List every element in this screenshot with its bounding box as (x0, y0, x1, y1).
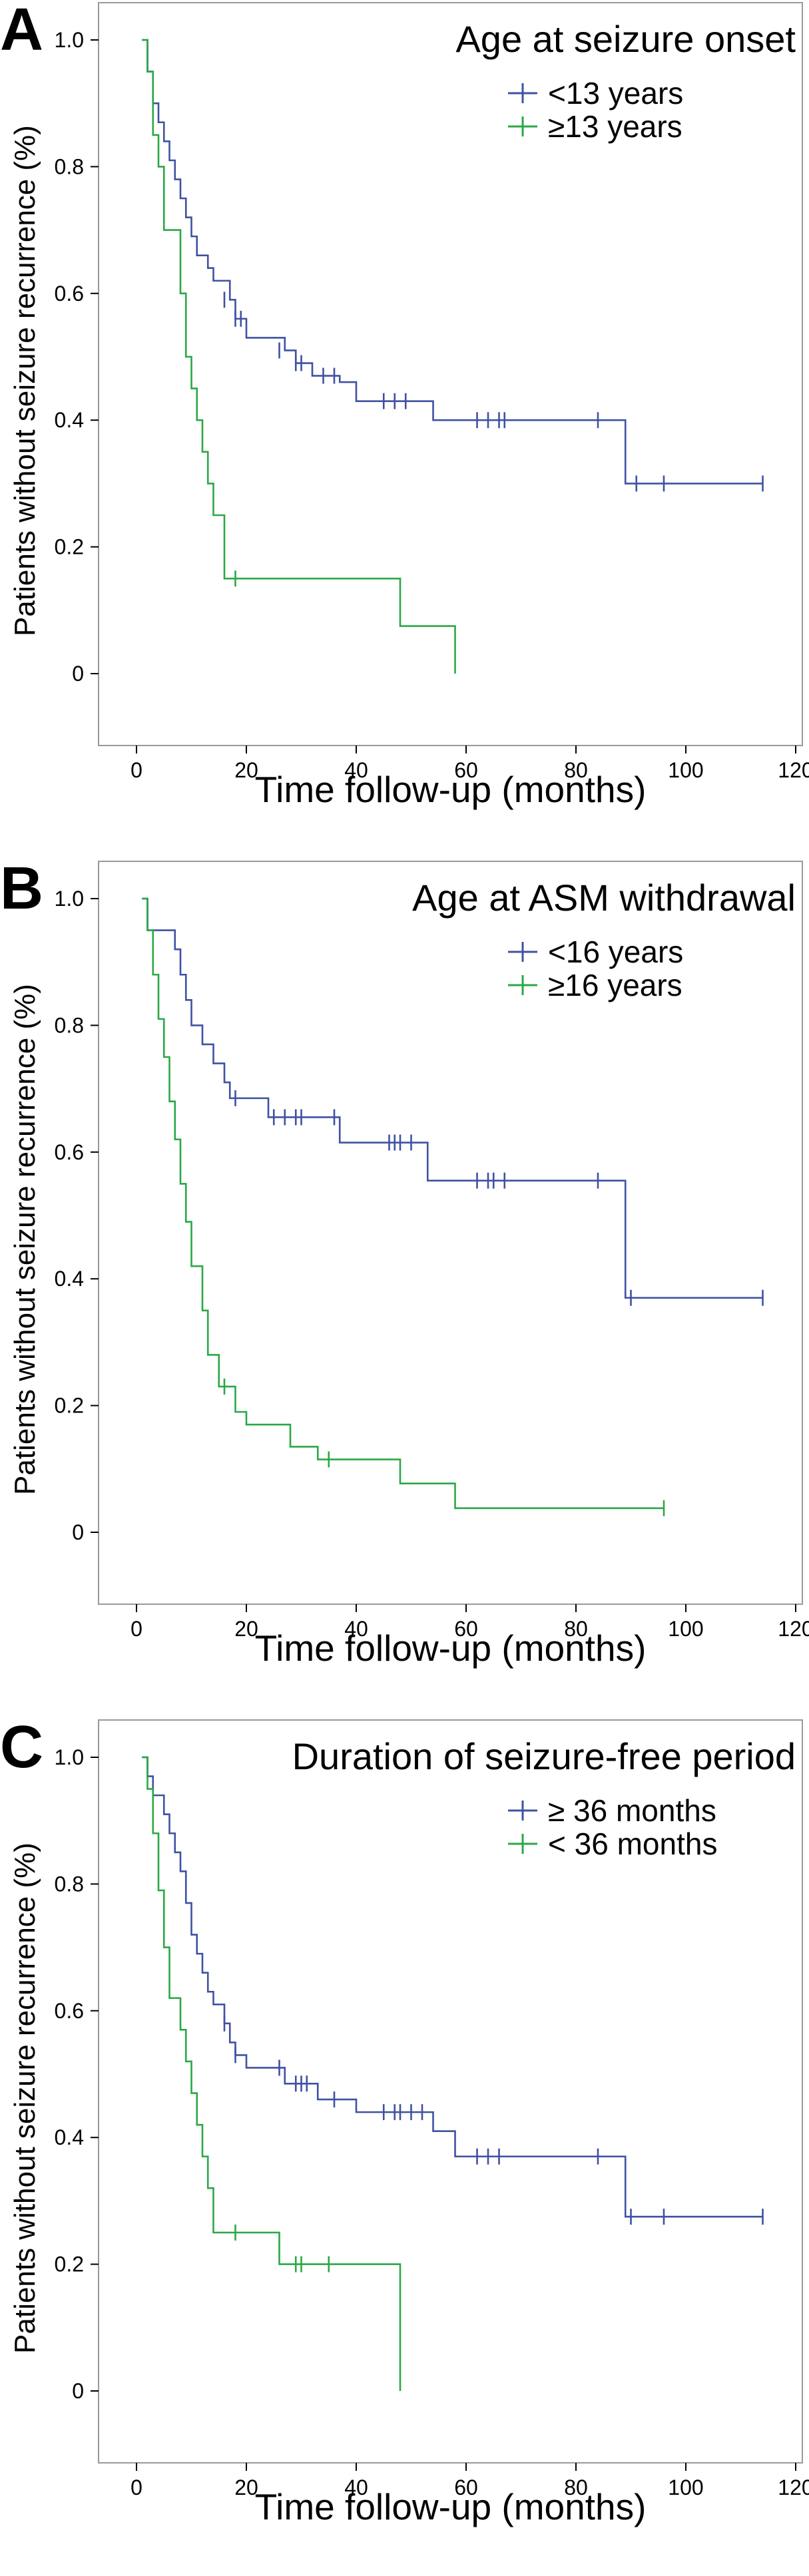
y-tick-label: 1.0 (55, 28, 84, 52)
y-tick-label: 0.6 (55, 1999, 84, 2023)
legend-label: < 36 months (548, 1826, 717, 1861)
x-tick-label: 20 (234, 758, 258, 782)
legend-label: ≥ 36 months (548, 1793, 716, 1828)
y-tick-label: 0.6 (55, 1140, 84, 1164)
x-tick-label: 100 (668, 1617, 703, 1641)
y-tick-label: 0.6 (55, 282, 84, 306)
series-line (142, 1756, 763, 2218)
panel-b: 0 0.2 0.4 0.6 0.8 1.0 0 20 40 60 80 100 120 Time foll… (0, 859, 809, 1717)
y-tick-label: 0.4 (55, 2125, 84, 2149)
x-tick-label: 60 (454, 2475, 478, 2499)
legend-label: <16 years (548, 935, 683, 969)
series-line (142, 39, 456, 674)
y-tick-label: 0.2 (55, 535, 84, 559)
x-tick-label: 60 (454, 758, 478, 782)
panel-letter-c: C (0, 1714, 43, 1781)
chart-title: Duration of seizure-free period (292, 1735, 796, 1777)
chart-title: Age at ASM withdrawal (412, 877, 796, 919)
legend-label: <13 years (548, 76, 683, 110)
x-tick-label: 120 (778, 1617, 809, 1641)
x-tick-label: 0 (131, 2475, 142, 2499)
series-line (142, 1756, 402, 2391)
chart-a-svg: 0 0.2 0.4 0.6 0.8 1.0 0 20 40 60 80 100 120 Time foll… (9, 2, 809, 810)
x-tick-label: 0 (131, 1617, 142, 1641)
x-tick-label: 80 (564, 1617, 588, 1641)
y-tick-label: 0.4 (55, 1267, 84, 1291)
y-tick-label: 0.8 (55, 1013, 84, 1037)
y-tick-label: 0 (72, 662, 84, 686)
y-tick-label: 1.0 (55, 887, 84, 911)
y-tick-label: 0 (72, 2379, 84, 2403)
x-tick-label: 60 (454, 1617, 478, 1641)
x-tick-label: 80 (564, 2475, 588, 2499)
x-tick-label: 40 (344, 1617, 368, 1641)
panel-letter-b: B (0, 855, 43, 922)
x-tick-label: 20 (234, 2475, 258, 2499)
series-line (142, 39, 763, 485)
x-tick-label: 20 (234, 1617, 258, 1641)
y-tick-label: 0.2 (55, 1394, 84, 1418)
series-line (142, 897, 664, 1510)
y-tick-label: 0 (72, 1520, 84, 1544)
panel-letter-a: A (0, 0, 43, 63)
x-tick-label: 0 (131, 758, 142, 782)
chart-title: Age at seizure onset (455, 18, 796, 60)
x-axis-label: Time follow-up (months) (255, 1627, 647, 1669)
panel-a: 0 0.2 0.4 0.6 0.8 1.0 0 20 40 60 80 100 120 Time foll… (0, 0, 809, 859)
x-tick-label: 100 (668, 758, 703, 782)
panel-c: 0 0.2 0.4 0.6 0.8 1.0 0 20 40 60 80 100 120 Time foll… (0, 1717, 809, 2576)
y-axis-label: Patients without seizure recurrence (%) (9, 984, 41, 1495)
series-line (142, 897, 763, 1299)
x-tick-label: 40 (344, 758, 368, 782)
x-axis-label: Time follow-up (months) (255, 769, 647, 810)
legend-label: ≥13 years (548, 109, 682, 144)
x-tick-label: 80 (564, 758, 588, 782)
x-tick-label: 100 (668, 2475, 703, 2499)
y-tick-label: 0.8 (55, 1872, 84, 1896)
y-tick-label: 0.2 (55, 2253, 84, 2276)
plot-frame (98, 861, 803, 1605)
y-tick-label: 0.8 (55, 154, 84, 178)
chart-b-svg: 0 0.2 0.4 0.6 0.8 1.0 0 20 40 60 80 100 120 Time foll… (9, 861, 809, 1669)
x-axis-label: Time follow-up (months) (255, 2486, 647, 2527)
plot-frame (98, 1719, 803, 2464)
legend-label: ≥16 years (548, 968, 682, 1002)
plot-frame (98, 2, 803, 746)
y-axis-label: Patients without seizure recurrence (%) (9, 125, 41, 636)
y-tick-label: 0.4 (55, 408, 84, 432)
x-tick-label: 40 (344, 2475, 368, 2499)
y-axis-label: Patients without seizure recurrence (%) (9, 1842, 41, 2354)
x-tick-label: 120 (778, 2475, 809, 2499)
x-tick-label: 120 (778, 758, 809, 782)
chart-c-svg: 0 0.2 0.4 0.6 0.8 1.0 0 20 40 60 80 100 120 Time foll… (9, 1719, 809, 2527)
y-tick-label: 1.0 (55, 1745, 84, 1769)
